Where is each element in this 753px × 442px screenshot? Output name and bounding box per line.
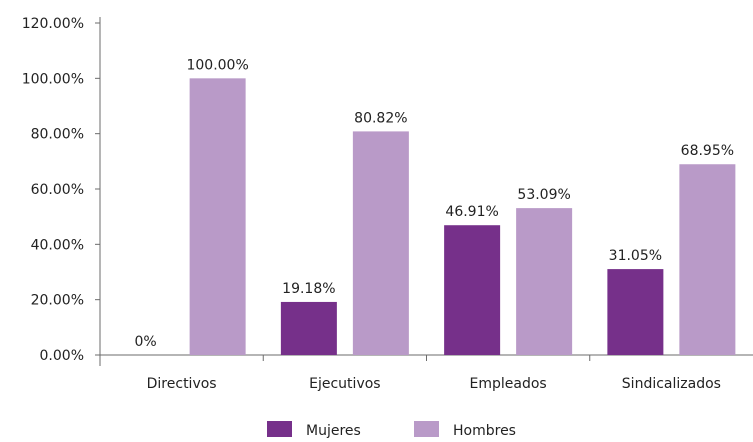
data-label: 53.09% xyxy=(517,187,570,203)
y-tick-labels: 0.00% 20.00% 40.00% 60.00% 80.00% 100.00% 120.… xyxy=(22,16,100,364)
bar-mujeres-empleados xyxy=(444,225,501,355)
bar-mujeres-ejecutivos xyxy=(280,301,337,355)
y-tick-label: 20.00% xyxy=(31,293,84,309)
data-labels: 0% 100.00% 19.18% 80.82% 46.91% 53.09% 31.05% 6… xyxy=(135,57,735,350)
bar-hombres-directivos xyxy=(189,78,246,355)
data-label: 19.18% xyxy=(282,281,335,297)
legend-swatch-mujeres xyxy=(267,421,292,437)
y-tick-label: 120.00% xyxy=(22,16,84,32)
category-label: Directivos xyxy=(147,376,217,392)
category-label: Ejecutivos xyxy=(309,376,380,392)
data-label: 80.82% xyxy=(354,110,407,126)
data-label: 31.05% xyxy=(609,248,662,264)
legend: Mujeres Hombres xyxy=(267,421,516,439)
data-label: 46.91% xyxy=(445,204,498,220)
bar-hombres-sindicalizados xyxy=(679,164,736,355)
y-tick-label: 0.00% xyxy=(40,348,84,364)
data-label: 68.95% xyxy=(681,143,734,159)
bar-hombres-ejecutivos xyxy=(352,131,409,355)
x-tick-marks xyxy=(262,355,591,361)
category-labels: Directivos Ejecutivos Empleados Sindicaliza… xyxy=(147,376,721,392)
bar-mujeres-sindicalizados xyxy=(607,269,664,355)
bar-hombres-empleados xyxy=(516,208,573,355)
y-tick-label: 40.00% xyxy=(31,237,84,253)
y-tick-label: 100.00% xyxy=(22,71,84,87)
data-label: 0% xyxy=(135,334,157,350)
category-label: Empleados xyxy=(470,376,547,392)
legend-swatch-hombres xyxy=(414,421,439,437)
legend-label-hombres: Hombres xyxy=(453,423,516,438)
legend-label-mujeres: Mujeres xyxy=(306,423,361,438)
category-label: Sindicalizados xyxy=(622,376,721,392)
y-tick-label: 60.00% xyxy=(31,182,84,198)
bars xyxy=(189,78,736,355)
data-label: 100.00% xyxy=(186,57,248,73)
y-tick-label: 80.00% xyxy=(31,127,84,143)
